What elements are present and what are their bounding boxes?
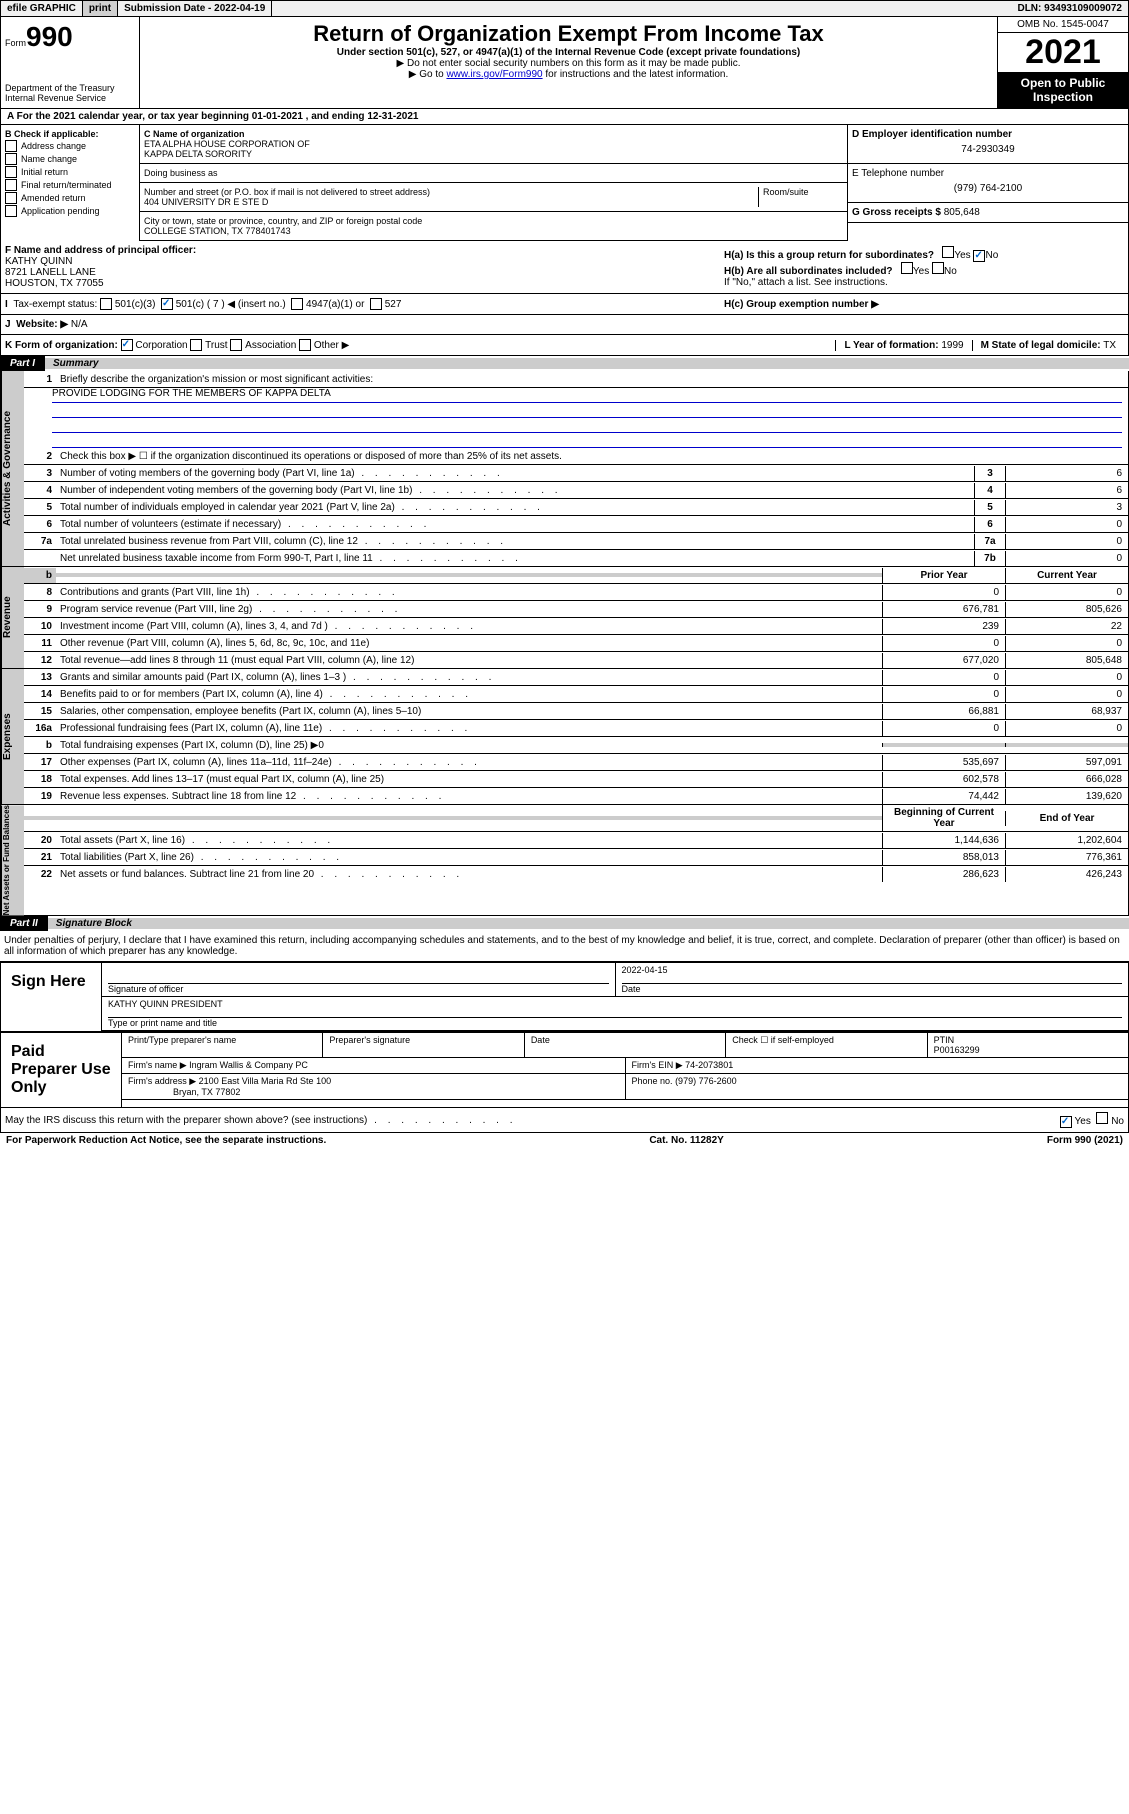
chk-amended[interactable]: Amended return bbox=[5, 192, 135, 204]
dln: DLN: 93493109009072 bbox=[1011, 1, 1128, 16]
part1-tag: Part I bbox=[0, 356, 45, 371]
part2-header: Part II Signature Block bbox=[0, 916, 1129, 931]
note-link: ▶ Go to www.irs.gov/Form990 for instruct… bbox=[144, 69, 993, 80]
tax-year: 2021 bbox=[998, 33, 1128, 72]
pra: For Paperwork Reduction Act Notice, see … bbox=[6, 1135, 326, 1146]
form-title: Return of Organization Exempt From Incom… bbox=[144, 21, 993, 47]
vlabel-net: Net Assets or Fund Balances bbox=[1, 805, 24, 915]
top-bar: efile GRAPHIC print Submission Date - 20… bbox=[0, 0, 1129, 17]
form-no: Form 990 (2021) bbox=[1047, 1135, 1123, 1146]
omb: OMB No. 1545-0047 bbox=[998, 17, 1128, 33]
paid-label: Paid Preparer Use Only bbox=[1, 1033, 121, 1107]
submission-date: Submission Date - 2022-04-19 bbox=[118, 1, 272, 16]
subtitle: Under section 501(c), 527, or 4947(a)(1)… bbox=[144, 47, 993, 58]
paid-preparer: Paid Preparer Use Only Print/Type prepar… bbox=[0, 1032, 1129, 1108]
col-b: B Check if applicable: Address change Na… bbox=[1, 125, 140, 241]
grid-netassets: Net Assets or Fund Balances Beginning of… bbox=[0, 805, 1129, 916]
chk-final[interactable]: Final return/terminated bbox=[5, 179, 135, 191]
dept: Department of the Treasury bbox=[5, 83, 135, 93]
section-bcdefg: B Check if applicable: Address change Na… bbox=[0, 125, 1129, 241]
vlabel-activities: Activities & Governance bbox=[1, 371, 24, 566]
chk-initial[interactable]: Initial return bbox=[5, 166, 135, 178]
org-name: C Name of organization ETA ALPHA HOUSE C… bbox=[140, 125, 847, 164]
h-block: H(a) Is this a group return for subordin… bbox=[724, 246, 1124, 288]
title-block: Return of Organization Exempt From Incom… bbox=[139, 17, 998, 108]
penalty-text: Under penalties of perjury, I declare th… bbox=[0, 931, 1129, 961]
open-to-public: Open to Public Inspection bbox=[998, 72, 1128, 108]
line-a: A For the 2021 calendar year, or tax yea… bbox=[0, 109, 1129, 125]
discuss-row: May the IRS discuss this return with the… bbox=[0, 1108, 1129, 1133]
note-ssn: ▶ Do not enter social security numbers o… bbox=[144, 58, 993, 69]
grid-expenses: Expenses 13Grants and similar amounts pa… bbox=[0, 669, 1129, 805]
ein: D Employer identification number 74-2930… bbox=[848, 125, 1128, 164]
row-j: J Website: ▶ N/A bbox=[0, 315, 1129, 335]
col-d: D Employer identification number 74-2930… bbox=[847, 125, 1128, 241]
cat-no: Cat. No. 11282Y bbox=[649, 1135, 723, 1146]
addr-row: Number and street (or P.O. box if mail i… bbox=[140, 183, 847, 212]
efile-label: efile GRAPHIC bbox=[1, 1, 83, 16]
row-i: I Tax-exempt status: 501(c)(3) 501(c) ( … bbox=[0, 294, 1129, 315]
grid-revenue: Revenue bPrior YearCurrent Year 8Contrib… bbox=[0, 567, 1129, 669]
row-klm: K Form of organization: Corporation Trus… bbox=[0, 335, 1129, 356]
sign-here: Sign Here Signature of officer 2022-04-1… bbox=[0, 961, 1129, 1032]
line1: Briefly describe the organization's miss… bbox=[56, 372, 1128, 387]
irs-link[interactable]: www.irs.gov/Form990 bbox=[446, 69, 542, 80]
form-label: Form990 Department of the Treasury Inter… bbox=[1, 17, 139, 108]
gross-receipts: G Gross receipts $ 805,648 bbox=[848, 203, 1128, 223]
chk-address[interactable]: Address change bbox=[5, 140, 135, 152]
f-block: F Name and address of principal officer:… bbox=[5, 245, 724, 289]
footer: For Paperwork Reduction Act Notice, see … bbox=[0, 1133, 1129, 1148]
b-header: B Check if applicable: bbox=[5, 129, 135, 139]
vlabel-expenses: Expenses bbox=[1, 669, 24, 804]
line2: Check this box ▶ ☐ if the organization d… bbox=[56, 449, 1128, 464]
section-fh: F Name and address of principal officer:… bbox=[0, 241, 1129, 294]
part1-title: Summary bbox=[45, 358, 1129, 369]
grid-activities: Activities & Governance 1Briefly describ… bbox=[0, 371, 1129, 567]
city-row: City or town, state or province, country… bbox=[140, 212, 847, 241]
col-c: C Name of organization ETA ALPHA HOUSE C… bbox=[140, 125, 847, 241]
phone: E Telephone number (979) 764-2100 bbox=[848, 164, 1128, 203]
room: Room/suite bbox=[758, 187, 843, 207]
irs: Internal Revenue Service bbox=[5, 93, 135, 103]
mission: PROVIDE LODGING FOR THE MEMBERS OF KAPPA… bbox=[52, 388, 1122, 403]
dba: Doing business as bbox=[140, 164, 847, 183]
form-header: Form990 Department of the Treasury Inter… bbox=[0, 17, 1129, 109]
chk-pending[interactable]: Application pending bbox=[5, 205, 135, 217]
year-block: OMB No. 1545-0047 2021 Open to Public In… bbox=[998, 17, 1128, 108]
chk-name[interactable]: Name change bbox=[5, 153, 135, 165]
part1-header: Part I Summary bbox=[0, 356, 1129, 371]
sign-label: Sign Here bbox=[1, 963, 101, 1031]
print-button[interactable]: print bbox=[83, 1, 118, 16]
vlabel-revenue: Revenue bbox=[1, 567, 24, 668]
